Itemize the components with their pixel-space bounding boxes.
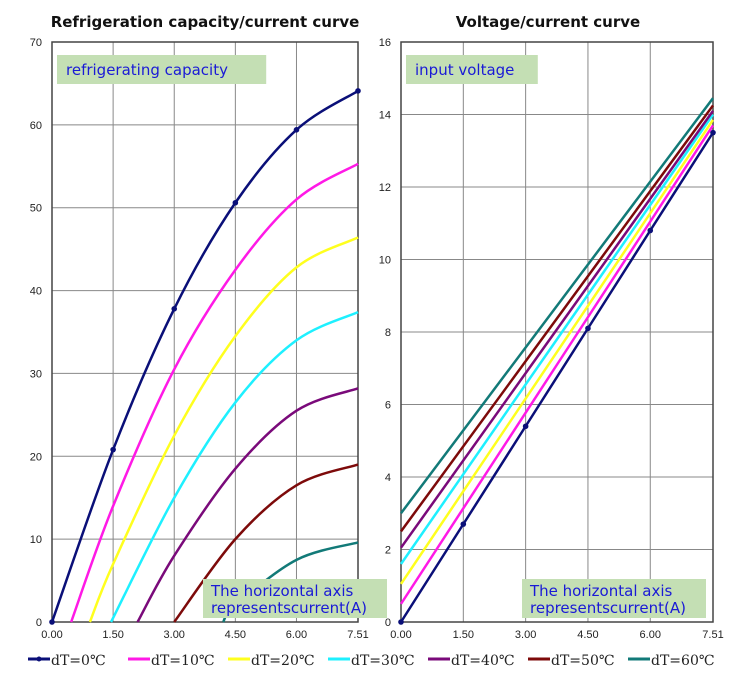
y-tick-label: 0 — [36, 617, 42, 629]
plot-frame — [51, 41, 359, 623]
series-line-dT=30℃ — [109, 310, 359, 623]
legend-item: dT=50℃ — [528, 653, 615, 669]
legend-item: dT=30℃ — [328, 653, 415, 669]
y-tick-label: 6 — [385, 400, 391, 412]
y-tick-label: 70 — [30, 37, 42, 49]
legend-label: dT=50℃ — [551, 653, 615, 669]
y-tick-label: 50 — [30, 203, 42, 215]
legend-item: dT=60℃ — [628, 653, 715, 669]
x-tick-label: 7.51 — [702, 629, 723, 641]
y-tick-label: 14 — [379, 110, 391, 122]
series-label-box — [57, 55, 267, 84]
y-tick-label: 8 — [385, 327, 391, 339]
data-point — [355, 88, 361, 94]
x-tick-label: 1.50 — [102, 629, 123, 641]
data-point — [710, 129, 716, 136]
data-point — [460, 521, 467, 527]
legend-item: dT=40℃ — [428, 653, 515, 669]
x-tick-label: 7.51 — [347, 629, 368, 641]
data-point — [49, 619, 55, 625]
series-line-dT=20℃ — [88, 236, 359, 623]
axis-note-text: representscurrent(A) — [530, 599, 686, 617]
series-label: refrigerating capacity — [66, 61, 228, 79]
y-tick-label: 10 — [379, 255, 391, 267]
x-tick-label: 6.00 — [640, 629, 661, 641]
plot-frame — [400, 41, 714, 623]
legend-item: dT=10℃ — [128, 653, 215, 669]
legend-label: dT=30℃ — [351, 653, 415, 669]
x-tick-label: 0.00 — [41, 629, 62, 641]
data-point — [585, 325, 591, 332]
x-tick-label: 3.00 — [515, 629, 536, 641]
chart-1: Refrigeration capacity/current curve 0.00… — [30, 13, 387, 641]
legend-item: dT=0℃ — [28, 653, 106, 669]
axis-note-box — [203, 579, 387, 618]
legend-label: dT=40℃ — [451, 653, 515, 669]
series-label: input voltage — [415, 61, 514, 79]
series-line-dT=0℃ — [399, 131, 715, 623]
chart-2: Voltage/current curve 0.00 1.50 3.00 4.50 6.0… — [379, 13, 724, 641]
series-line-dT=40℃ — [399, 110, 715, 549]
data-point — [110, 446, 116, 453]
x-tick-label: 6.00 — [286, 629, 307, 641]
legend-label: dT=60℃ — [651, 653, 715, 669]
series-line-dT=50℃ — [173, 463, 359, 623]
data-point — [171, 306, 178, 312]
y-tick-label: 30 — [30, 368, 42, 380]
y-tick-label: 2 — [385, 545, 391, 557]
data-point — [522, 423, 529, 430]
x-tick-label: 0.00 — [390, 629, 411, 641]
series-line-dT=60℃ — [400, 97, 714, 515]
y-tick-label: 12 — [379, 182, 391, 194]
legend: dT=0℃ dT=10℃ dT=20℃ dT=30℃ dT=40℃ dT=50℃ dT=60… — [28, 653, 715, 669]
x-tick-label: 4.50 — [225, 629, 246, 641]
data-point — [398, 619, 404, 625]
series-line-dT=20℃ — [399, 119, 715, 585]
data-point — [647, 227, 654, 234]
x-tick-label: 1.50 — [453, 629, 474, 641]
legend-marker — [36, 656, 42, 662]
y-tick-label: 60 — [30, 120, 42, 132]
legend-item: dT=20℃ — [228, 653, 315, 669]
data-point — [232, 199, 239, 206]
chart-title: Refrigeration capacity/current curve — [51, 13, 360, 31]
chart-title: Voltage/current curve — [456, 13, 640, 31]
x-tick-label: 3.00 — [164, 629, 185, 641]
y-tick-label: 0 — [385, 617, 391, 629]
series-line-dT=10℃ — [399, 124, 715, 605]
series-line-dT=50℃ — [399, 104, 715, 533]
x-tick-label: 4.50 — [577, 629, 598, 641]
series-line-dT=40℃ — [136, 387, 359, 623]
axis-note-text: representscurrent(A) — [211, 599, 367, 617]
axis-note-box — [522, 579, 706, 618]
y-tick-label: 4 — [385, 472, 391, 484]
y-tick-label: 40 — [30, 286, 42, 298]
y-tick-label: 10 — [30, 534, 42, 546]
series-label-box — [406, 55, 538, 84]
series-line-dT=30℃ — [399, 113, 715, 565]
axis-note-text: The horizontal axis — [529, 582, 672, 600]
y-tick-label: 16 — [379, 37, 391, 49]
legend-label: dT=10℃ — [151, 653, 215, 669]
legend-label: dT=20℃ — [251, 653, 315, 669]
data-point — [293, 127, 300, 133]
legend-label: dT=0℃ — [51, 653, 106, 669]
axis-note-text: The horizontal axis — [210, 582, 353, 600]
series-line-dT=10℃ — [69, 162, 359, 623]
y-tick-label: 20 — [30, 451, 42, 463]
